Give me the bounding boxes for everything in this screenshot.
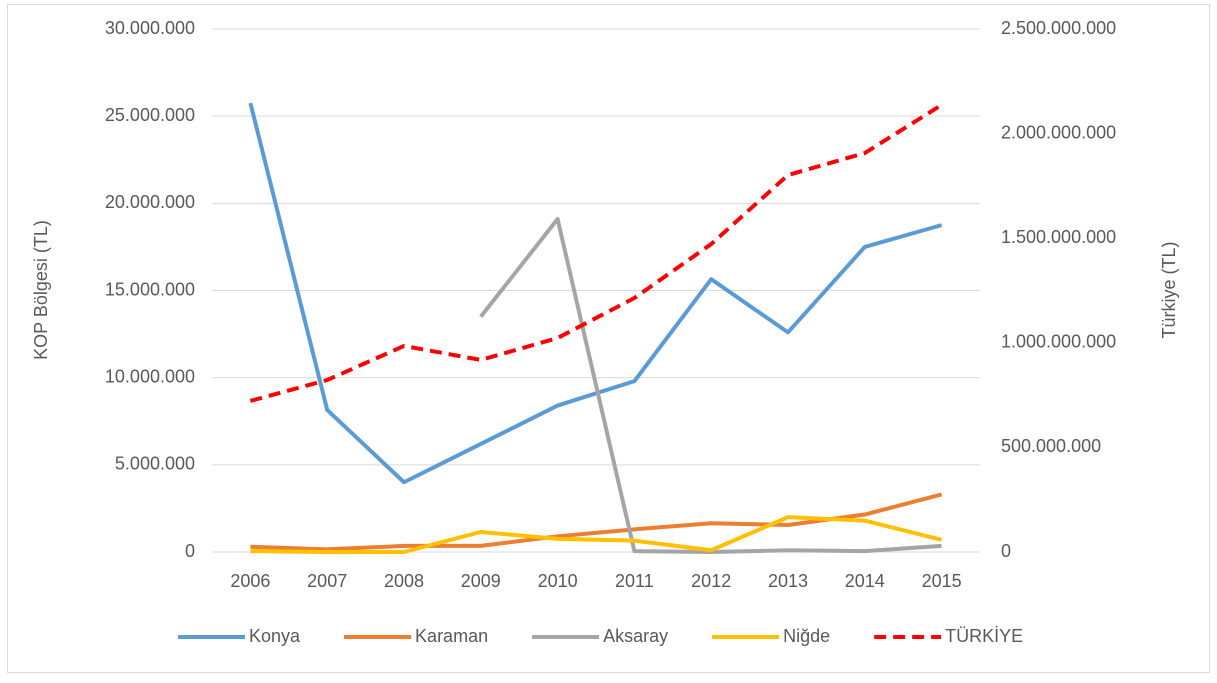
x-tick-label: 2006 bbox=[230, 571, 270, 591]
y-tick-label: 10.000.000 bbox=[105, 366, 195, 386]
x-tick-label: 2013 bbox=[768, 571, 808, 591]
y-tick-label: 15.000.000 bbox=[105, 279, 195, 299]
y2-tick-label: 500.000.000 bbox=[1001, 436, 1101, 456]
y2-tick-label: 1.500.000.000 bbox=[1001, 227, 1116, 247]
y2-tick-label: 2.500.000.000 bbox=[1001, 18, 1116, 38]
y2-tick-label: 2.000.000.000 bbox=[1001, 122, 1116, 142]
y2-tick-label: 1.000.000.000 bbox=[1001, 332, 1116, 352]
y-tick-label: 0 bbox=[185, 541, 195, 561]
y2-tick-label: 0 bbox=[1001, 541, 1011, 561]
y-tick-label: 20.000.000 bbox=[105, 192, 195, 212]
legend-label: Aksaray bbox=[603, 626, 668, 646]
x-tick-label: 2014 bbox=[845, 571, 885, 591]
x-tick-label: 2010 bbox=[538, 571, 578, 591]
x-tick-label: 2008 bbox=[384, 571, 424, 591]
x-tick-label: 2015 bbox=[922, 571, 962, 591]
x-tick-label: 2007 bbox=[307, 571, 347, 591]
y-axis-label: KOP Bölgesi (TL) bbox=[31, 220, 51, 360]
x-tick-label: 2009 bbox=[461, 571, 501, 591]
y2-axis-label: Türkiye (TL) bbox=[1159, 241, 1179, 338]
legend-label: Niğde bbox=[783, 626, 830, 646]
line-series bbox=[249, 103, 943, 403]
y-tick-label: 25.000.000 bbox=[105, 105, 195, 125]
legend-label: Konya bbox=[249, 626, 301, 646]
x-tick-label: 2012 bbox=[691, 571, 731, 591]
y-tick-label: 30.000.000 bbox=[105, 18, 195, 38]
line-series bbox=[250, 515, 943, 554]
y-tick-label: 5.000.000 bbox=[115, 454, 195, 474]
legend-label: Karaman bbox=[415, 626, 488, 646]
legend-label: TÜRKİYE bbox=[945, 626, 1023, 646]
x-tick-label: 2011 bbox=[615, 571, 654, 591]
